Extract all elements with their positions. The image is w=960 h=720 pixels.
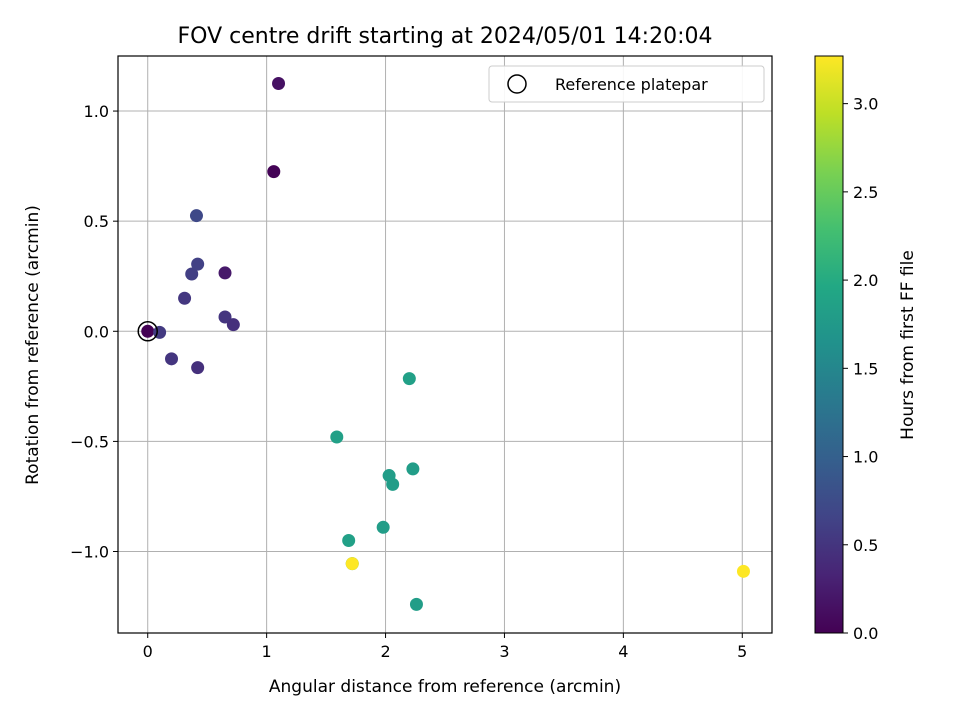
plot-frame (117, 55, 773, 634)
data-point (406, 462, 420, 476)
colorbar-tick-label: 2.5 (853, 183, 878, 202)
data-point (141, 324, 155, 338)
data-points (141, 77, 750, 611)
y-tick-label: 0.5 (84, 212, 109, 231)
colorbar-tick-label: 1.0 (853, 448, 878, 467)
y-tick-label: −0.5 (70, 432, 109, 451)
data-point (191, 361, 205, 375)
data-point (165, 352, 179, 366)
legend-marker (507, 74, 527, 94)
x-tick-label: 2 (380, 642, 390, 661)
data-point (402, 372, 416, 386)
x-tick-label: 4 (618, 642, 628, 661)
data-point (267, 165, 281, 179)
reference-point (137, 321, 158, 342)
colorbar-tick-label: 0.5 (853, 536, 878, 555)
data-point (736, 564, 750, 578)
y-tick-label: 1.0 (84, 102, 109, 121)
colorbar-tick-label: 1.5 (853, 359, 878, 378)
chart-title: FOV centre drift starting at 2024/05/01 … (178, 24, 713, 49)
reference-marker (137, 321, 158, 342)
data-point (218, 310, 232, 324)
y-tick-label: 0.0 (84, 322, 109, 341)
y-axis-label: Rotation from reference (arcmin) (23, 205, 43, 485)
data-point (376, 520, 390, 534)
colorbar-tick-label: 2.0 (853, 271, 878, 290)
data-point (386, 477, 400, 491)
data-point (189, 209, 203, 223)
data-point (226, 318, 240, 332)
x-axis-label: Angular distance from reference (arcmin) (269, 677, 621, 697)
data-point (409, 597, 423, 611)
colorbar-gradient (814, 55, 844, 634)
colorbar-ticks: 0.0 0.5 1.0 1.5 2.0 2.5 3.0 (843, 95, 878, 643)
data-point (330, 430, 344, 444)
grid (118, 56, 772, 633)
data-point (178, 291, 192, 305)
legend: Reference platepar (488, 65, 765, 103)
colorbar: 0.0 0.5 1.0 1.5 2.0 2.5 3.0 Hours from first F… (814, 55, 918, 643)
axis-ticks: 0 1 2 3 4 5 −1.0 −0.5 0.0 0.5 1.0 (70, 102, 747, 661)
data-point (342, 534, 356, 548)
data-point (272, 77, 286, 91)
colorbar-tick-label: 0.0 (853, 624, 878, 643)
x-tick-label: 3 (499, 642, 509, 661)
data-point (185, 267, 199, 281)
data-point (218, 266, 232, 280)
data-point (345, 557, 359, 571)
x-tick-label: 5 (737, 642, 747, 661)
x-tick-label: 0 (143, 642, 153, 661)
x-tick-label: 1 (262, 642, 272, 661)
legend-entry-reference: Reference platepar (555, 75, 708, 94)
legend-box (488, 65, 765, 103)
colorbar-tick-label: 3.0 (853, 95, 878, 114)
data-point (191, 257, 205, 271)
y-tick-label: −1.0 (70, 543, 109, 562)
colorbar-label: Hours from first FF file (898, 250, 918, 440)
